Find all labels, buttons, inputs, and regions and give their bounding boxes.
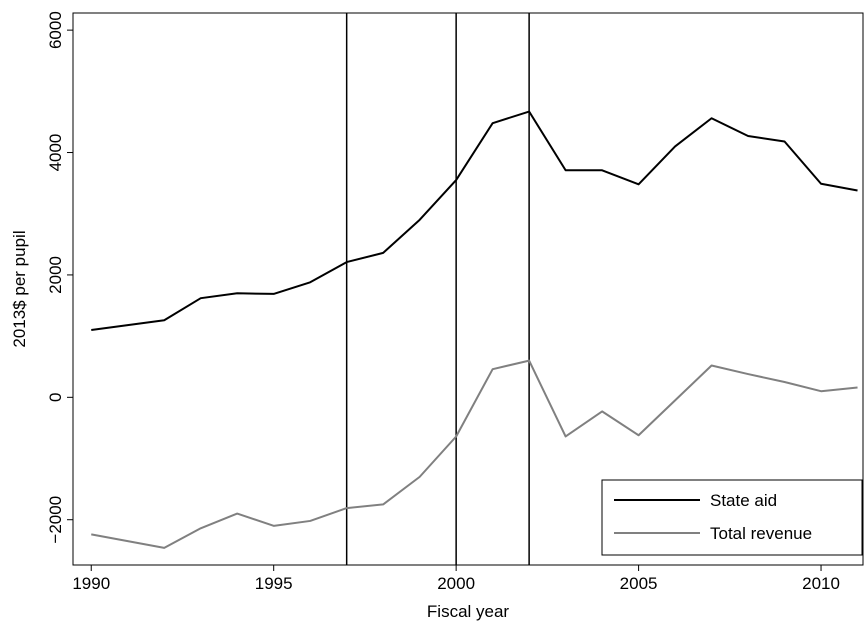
y-tick-label: 4000	[46, 134, 65, 172]
legend-label: Total revenue	[710, 524, 812, 543]
y-tick-label: −2000	[46, 496, 65, 544]
y-tick-label: 0	[46, 393, 65, 402]
legend-box	[601, 479, 863, 556]
series-line	[91, 110, 858, 331]
plot-frame	[72, 12, 864, 566]
y-axis-label: 2013$ per pupil	[10, 230, 29, 347]
series-line	[91, 359, 858, 549]
x-tick-label: 1990	[72, 574, 110, 593]
x-tick-label: 1995	[255, 574, 293, 593]
x-tick-label: 2010	[802, 574, 840, 593]
y-tick-label: 6000	[46, 11, 65, 49]
x-tick-label: 2005	[620, 574, 658, 593]
x-axis-label: Fiscal year	[427, 602, 510, 621]
legend-label: State aid	[710, 491, 777, 510]
x-tick-label: 2000	[437, 574, 475, 593]
y-tick-label: 2000	[46, 256, 65, 294]
